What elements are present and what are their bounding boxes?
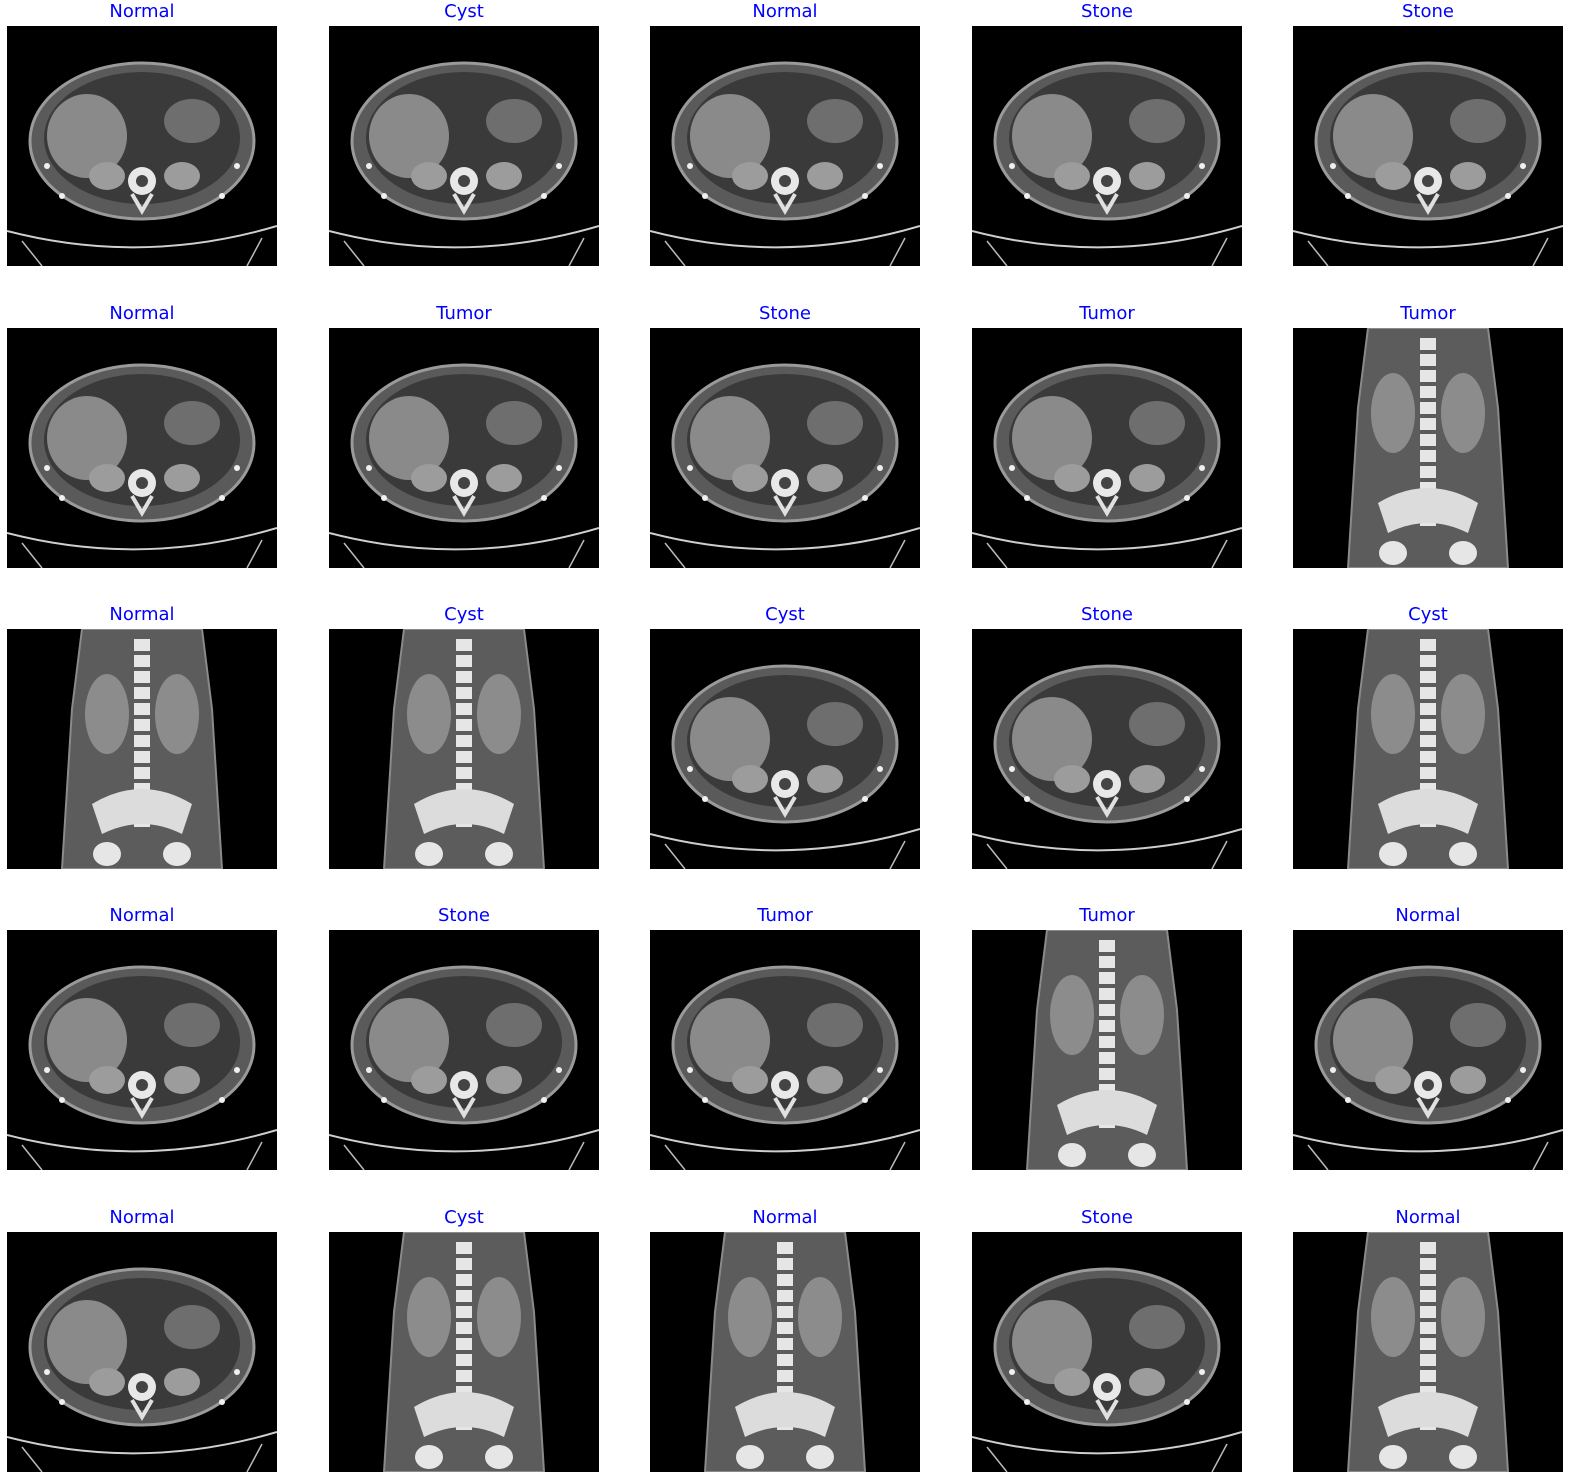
cell-title: Stone (1402, 1, 1454, 22)
cell-title: Stone (438, 905, 490, 926)
cell-title: Stone (759, 303, 811, 324)
coronal-ct-scan-image (1293, 629, 1563, 869)
cell-title: Tumor (436, 303, 492, 324)
cell-title: Tumor (1079, 303, 1135, 324)
grid-cell: Normal (7, 0, 277, 266)
axial-ct-scan-image (972, 328, 1242, 568)
grid-cell: Stone (972, 0, 1242, 266)
coronal-ct-scan-image (1293, 1232, 1563, 1472)
cell-title: Tumor (757, 905, 813, 926)
cell-title: Normal (752, 1, 818, 22)
coronal-ct-scan-image (329, 1232, 599, 1472)
axial-ct-scan-image (650, 629, 920, 869)
cell-title: Cyst (765, 604, 805, 625)
cell-title: Cyst (444, 1207, 484, 1228)
cell-title: Cyst (1408, 604, 1448, 625)
axial-ct-scan-image (7, 1232, 277, 1472)
axial-ct-scan-image (972, 26, 1242, 266)
axial-ct-scan-image (650, 930, 920, 1170)
axial-ct-scan-image (1293, 26, 1563, 266)
axial-ct-scan-image (972, 629, 1242, 869)
grid-cell: Normal (1293, 904, 1563, 1170)
axial-ct-scan-image (972, 1232, 1242, 1472)
axial-ct-scan-image (7, 930, 277, 1170)
grid-cell: Stone (972, 603, 1242, 869)
axial-ct-scan-image (650, 26, 920, 266)
cell-title: Stone (1081, 1207, 1133, 1228)
grid-cell: Stone (329, 904, 599, 1170)
coronal-ct-scan-image (7, 629, 277, 869)
cell-title: Normal (109, 905, 175, 926)
cell-title: Cyst (444, 1, 484, 22)
cell-title: Normal (1395, 905, 1461, 926)
grid-cell: Tumor (972, 302, 1242, 568)
grid-cell: Normal (7, 904, 277, 1170)
cell-title: Stone (1081, 1, 1133, 22)
grid-cell: Normal (7, 1206, 277, 1472)
axial-ct-scan-image (1293, 930, 1563, 1170)
coronal-ct-scan-image (329, 629, 599, 869)
cell-title: Normal (109, 1207, 175, 1228)
grid-cell: Stone (972, 1206, 1242, 1472)
grid-cell: Normal (7, 603, 277, 869)
cell-title: Tumor (1079, 905, 1135, 926)
grid-cell: Cyst (650, 603, 920, 869)
cell-title: Normal (109, 604, 175, 625)
axial-ct-scan-image (7, 26, 277, 266)
grid-cell: Normal (7, 302, 277, 568)
grid-cell: Cyst (1293, 603, 1563, 869)
grid-cell: Stone (1293, 0, 1563, 266)
grid-cell: Cyst (329, 0, 599, 266)
grid-cell: Tumor (329, 302, 599, 568)
grid-cell: Tumor (972, 904, 1242, 1170)
grid-cell: Normal (650, 0, 920, 266)
axial-ct-scan-image (7, 328, 277, 568)
cell-title: Normal (109, 1, 175, 22)
grid-cell: Stone (650, 302, 920, 568)
grid-cell: Cyst (329, 603, 599, 869)
cell-title: Normal (109, 303, 175, 324)
grid-cell: Cyst (329, 1206, 599, 1472)
grid-cell: Tumor (1293, 302, 1563, 568)
grid-cell: Tumor (650, 904, 920, 1170)
coronal-ct-scan-image (1293, 328, 1563, 568)
axial-ct-scan-image (329, 930, 599, 1170)
cell-title: Tumor (1400, 303, 1456, 324)
cell-title: Stone (1081, 604, 1133, 625)
cell-title: Normal (1395, 1207, 1461, 1228)
cell-title: Cyst (444, 604, 484, 625)
coronal-ct-scan-image (972, 930, 1242, 1170)
axial-ct-scan-image (329, 26, 599, 266)
coronal-ct-scan-image (650, 1232, 920, 1472)
axial-ct-scan-image (650, 328, 920, 568)
grid-cell: Normal (650, 1206, 920, 1472)
grid-cell: Normal (1293, 1206, 1563, 1472)
cell-title: Normal (752, 1207, 818, 1228)
axial-ct-scan-image (329, 328, 599, 568)
